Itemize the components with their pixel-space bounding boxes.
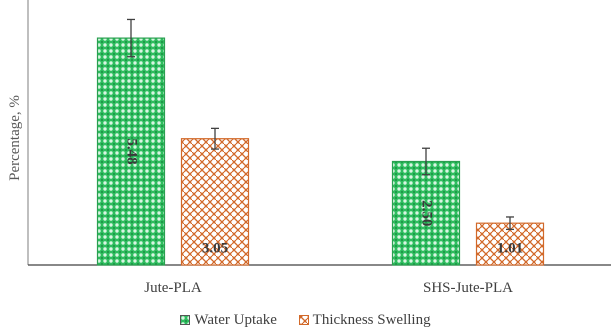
legend-item-water-uptake: Water Uptake <box>180 312 277 329</box>
y-axis-label: Percentage, % <box>7 95 23 181</box>
value-label-water-uptake-shs-jute-pla: 2.50 <box>419 200 435 226</box>
legend: Water Uptake Thickness Swelling <box>0 312 611 329</box>
legend-item-thickness-swelling: Thickness Swelling <box>299 312 431 329</box>
thickness-swelling-swatch-icon <box>299 315 309 325</box>
category-label-jute-pla: Jute-PLA <box>144 280 202 296</box>
chart: Percentage, % 5.48 3.05 Jute-PLA 2.50 1.01 SH… <box>0 0 611 310</box>
category-label-shs-jute-pla: SHS-Jute-PLA <box>423 280 513 296</box>
value-label-water-uptake-jute-pla: 5.48 <box>124 138 140 164</box>
water-uptake-swatch-icon <box>180 315 190 325</box>
value-label-thickness-swelling-jute-pla: 3.05 <box>202 240 228 256</box>
value-label-thickness-swelling-shs-jute-pla: 1.01 <box>497 240 523 256</box>
legend-label-thickness-swelling: Thickness Swelling <box>313 312 431 328</box>
legend-label-water-uptake: Water Uptake <box>194 312 277 328</box>
